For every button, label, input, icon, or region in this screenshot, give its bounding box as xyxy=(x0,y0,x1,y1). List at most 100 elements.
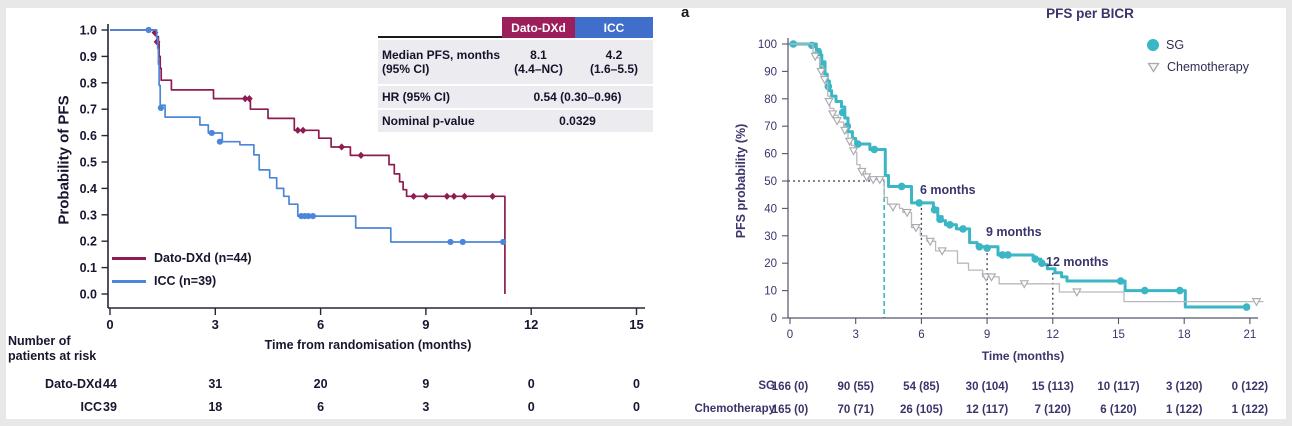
right-y-tick-label: 80 xyxy=(764,94,777,106)
right-risk-value: 30 (104) xyxy=(966,381,1009,393)
left-risk-value: 0 xyxy=(633,377,640,391)
right-y-tick-label: 100 xyxy=(758,39,777,51)
censor-triangle xyxy=(1019,280,1030,289)
stats-row-hr: HR (95% CI) 0.54 (0.30–0.96) xyxy=(378,86,653,108)
censor-triangle xyxy=(981,273,991,282)
left-x-tick-label: 9 xyxy=(422,317,429,332)
left-risk-row-label-dato: Dato-DXd xyxy=(45,377,102,391)
censor-circle xyxy=(459,238,466,246)
censor-triangle xyxy=(816,67,826,77)
stats-table-header: Dato-DXd ICC xyxy=(378,17,653,38)
stats-row-median: Median PFS, months (95% CI) 8.1 (4.4–NC)… xyxy=(378,40,653,84)
censor-triangle xyxy=(832,117,842,126)
left-risk-value: 31 xyxy=(208,377,222,391)
pvalue-label: Nominal p-value xyxy=(382,114,475,128)
censor-triangle xyxy=(861,173,872,182)
dato-line-swatch xyxy=(112,256,146,260)
censor-diamond xyxy=(357,151,365,159)
censor-circle xyxy=(157,104,164,111)
hr-value: 0.54 (0.30–0.96) xyxy=(533,90,622,104)
censor-triangle xyxy=(875,176,885,185)
censor-circle xyxy=(1242,303,1251,311)
right-x-tick-label: 15 xyxy=(1112,329,1125,341)
left-legend: Dato-DXd (n=44) ICC (n=39) xyxy=(112,251,252,288)
censor-diamond xyxy=(245,95,253,103)
left-risk-value: 3 xyxy=(422,400,429,414)
censor-circle xyxy=(959,225,967,233)
right-risk-value: 165 (0) xyxy=(772,404,809,416)
censor-diamond xyxy=(489,192,496,200)
censor-triangle xyxy=(1072,288,1082,297)
left-risk-row-label-icc: ICC xyxy=(80,400,102,414)
stats-row-pvalue: Nominal p-value 0.0329 xyxy=(378,110,653,132)
right-axes xyxy=(787,38,1258,319)
censor-circle xyxy=(1038,259,1046,268)
left-x-tick-label: 6 xyxy=(317,317,324,332)
median-label: Median PFS, months (95% CI) xyxy=(378,48,502,76)
right-y-tick-label: 20 xyxy=(764,258,777,270)
legend-item-icc: ICC (n=39) xyxy=(112,274,252,288)
censor-circle xyxy=(975,242,984,251)
right-y-tick-label: 50 xyxy=(764,176,777,188)
censor-circle xyxy=(915,199,924,207)
legend-label-icc: ICC (n=39) xyxy=(154,274,217,288)
censor-diamond xyxy=(422,192,430,200)
right-km-plot: 0 10 20 30 40 50 60 70 80 90 100 0 3 6 9 12 15 18 21 166 (0… xyxy=(758,38,1268,416)
left-y-tick-label: 0.5 xyxy=(80,156,97,170)
median-dato-ci: (4.4–NC) xyxy=(514,62,563,76)
censor-triangle xyxy=(827,110,838,119)
right-y-axis-title: PFS probability (%) xyxy=(734,123,748,239)
legend-item-sg: SG xyxy=(1147,38,1249,52)
left-y-tick-label: 0.6 xyxy=(80,129,97,143)
right-x-tick-label: 3 xyxy=(852,329,858,341)
left-risk-table-header: Number of patients at risk xyxy=(8,334,96,364)
censor-circle xyxy=(145,26,152,34)
censor-triangle xyxy=(937,247,947,256)
legend-item-chemo: Chemotherapy xyxy=(1147,60,1249,74)
censor-triangle xyxy=(857,167,867,177)
annotation-6-months: 6 months xyxy=(920,183,976,197)
km-curve-icc xyxy=(110,29,504,243)
median-icc-ci: (1.6–5.5) xyxy=(589,62,639,76)
km-curve-sg xyxy=(788,42,1250,309)
stats-table: Dato-DXd ICC Median PFS, months (95% CI)… xyxy=(378,17,653,132)
stats-header-blank-cell xyxy=(378,17,502,38)
right-x-tick-label: 6 xyxy=(918,329,924,341)
stats-header-dato-cell: Dato-DXd xyxy=(502,17,575,38)
left-x-tick-label: 15 xyxy=(629,317,643,332)
left-y-axis-title: Probability of PFS xyxy=(55,95,73,225)
censor-triangle xyxy=(1251,298,1262,307)
left-y-tick-label: 0.7 xyxy=(80,103,97,117)
legend-label-sg: SG xyxy=(1166,38,1185,52)
left-km-plot: 0.0 0.1 0.2 0.3 0.4 0.5 0.6 0.7 0.8 0.9 1.0 0 3 6 9 12 1… xyxy=(80,24,645,414)
right-risk-value: 1 (122) xyxy=(1166,404,1203,416)
censor-circle xyxy=(983,244,991,252)
risk-header-line1: Number of xyxy=(8,334,71,348)
left-risk-value: 0 xyxy=(633,400,640,414)
censor-triangle xyxy=(925,237,935,247)
right-risk-value: 3 (120) xyxy=(1166,381,1203,393)
left-y-tick-label: 0.8 xyxy=(80,76,97,90)
censor-circle xyxy=(1140,286,1149,295)
censor-triangle xyxy=(911,224,921,233)
censor-diamond xyxy=(410,192,418,200)
left-y-tick-label: 0.3 xyxy=(80,208,97,222)
right-y-tick-label: 70 xyxy=(764,121,777,133)
left-risk-value: 9 xyxy=(422,377,429,391)
censor-circle xyxy=(998,251,1007,259)
right-risk-value: 0 (122) xyxy=(1232,381,1269,393)
median-dato-months: 8.1 xyxy=(530,48,547,62)
left-risk-value: 39 xyxy=(103,400,117,414)
legend-label-dato: Dato-DXd (n=44) xyxy=(154,251,252,265)
right-legend: SG Chemotherapy xyxy=(1147,38,1249,74)
median-icc-months: 4.2 xyxy=(605,48,623,62)
annotation-12-months: 12 months xyxy=(1046,255,1109,269)
left-x-tick-label: 12 xyxy=(524,317,538,332)
right-risk-value: 1 (122) xyxy=(1232,404,1269,416)
sg-dot-icon xyxy=(1147,39,1159,51)
censor-triangle xyxy=(810,52,820,62)
hr-label: HR (95% CI) xyxy=(382,90,451,104)
censor-circle xyxy=(500,238,507,246)
left-risk-value: 0 xyxy=(528,400,535,414)
